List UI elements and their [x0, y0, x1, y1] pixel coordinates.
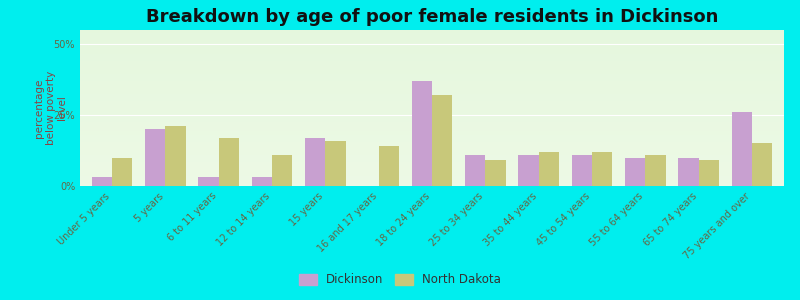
Bar: [378, 146, 399, 186]
Bar: [198, 178, 218, 186]
Bar: [465, 155, 486, 186]
Bar: [538, 152, 559, 186]
Bar: [412, 81, 432, 186]
Bar: [572, 155, 592, 186]
Bar: [732, 112, 752, 186]
Bar: [625, 158, 646, 186]
Title: Breakdown by age of poor female residents in Dickinson: Breakdown by age of poor female resident…: [146, 8, 718, 26]
Bar: [432, 95, 452, 186]
Bar: [592, 152, 612, 186]
Legend: Dickinson, North Dakota: Dickinson, North Dakota: [294, 269, 506, 291]
Bar: [92, 178, 112, 186]
Bar: [218, 138, 239, 186]
Bar: [678, 158, 698, 186]
Bar: [752, 143, 772, 186]
Bar: [272, 155, 292, 186]
Bar: [326, 141, 346, 186]
Bar: [166, 126, 186, 186]
Bar: [145, 129, 166, 186]
Bar: [305, 138, 326, 186]
Bar: [112, 158, 132, 186]
Bar: [646, 155, 666, 186]
Y-axis label: percentage
below poverty
level: percentage below poverty level: [34, 71, 67, 145]
Bar: [518, 155, 538, 186]
Bar: [252, 178, 272, 186]
Bar: [698, 160, 719, 186]
Bar: [486, 160, 506, 186]
